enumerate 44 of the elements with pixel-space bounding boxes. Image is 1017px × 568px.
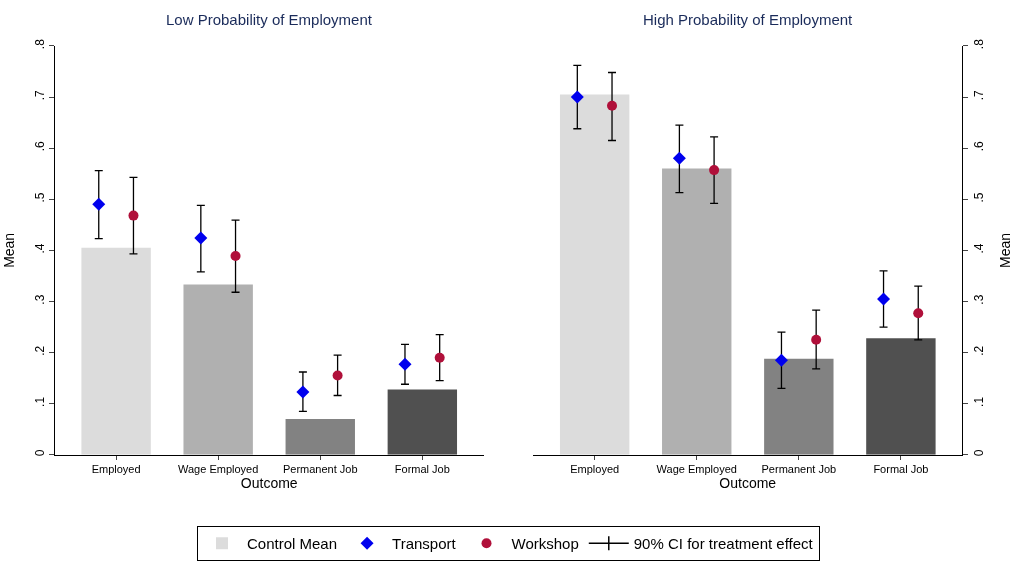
bar <box>285 419 355 455</box>
y-tick-label: .6 <box>33 141 48 152</box>
bar <box>764 358 834 455</box>
y-tick-label: .1 <box>971 396 986 407</box>
x-tick-label: Permanent Job <box>761 463 837 475</box>
bar <box>866 338 936 455</box>
x-axis-title: Outcome <box>240 475 298 491</box>
y-tick-label: .3 <box>33 294 48 305</box>
y-tick-label: .4 <box>33 243 48 254</box>
legend-label: Transport <box>392 535 457 553</box>
y-tick-label: .8 <box>33 38 48 50</box>
y-tick-label: .5 <box>33 192 48 203</box>
y-axis-title: Mean <box>0 232 17 268</box>
chart-title: Low Probability of Employment <box>166 11 373 28</box>
y-tick-label: .3 <box>971 294 986 305</box>
y-tick-label: .1 <box>33 396 48 407</box>
x-tick-label: Formal Job <box>394 463 450 475</box>
y-tick-label: .4 <box>971 243 986 254</box>
bar <box>559 94 630 455</box>
bar <box>662 168 732 455</box>
y-tick-label: 0 <box>971 449 986 457</box>
x-axis-title: Outcome <box>719 475 777 491</box>
legend-label: Workshop <box>511 535 579 553</box>
x-tick-label: Formal Job <box>873 463 929 475</box>
y-tick-label: .7 <box>971 89 986 101</box>
y-tick-label: .7 <box>33 89 48 101</box>
text: 90% CI for treatment effect <box>633 535 814 553</box>
x-tick-label: Wage Employed <box>178 463 259 475</box>
legend-label: Control Mean <box>247 535 338 553</box>
y-axis-title: Mean <box>996 232 1013 268</box>
y-tick-label: .2 <box>33 345 48 356</box>
y-tick-label: 0 <box>33 449 48 457</box>
bar <box>81 247 151 455</box>
y-tick-label: .6 <box>971 141 986 152</box>
bar <box>387 389 458 455</box>
x-tick-label: Employed <box>91 463 141 475</box>
y-tick-label: .8 <box>971 38 986 50</box>
y-tick-label: .2 <box>971 345 986 356</box>
chart-title: High Probability of Employment <box>643 11 854 28</box>
y-tick-label: .5 <box>971 192 986 203</box>
x-tick-label: Wage Employed <box>656 463 737 475</box>
x-tick-label: Employed <box>570 463 620 475</box>
x-tick-label: Permanent Job <box>282 463 358 475</box>
bar <box>183 284 253 455</box>
